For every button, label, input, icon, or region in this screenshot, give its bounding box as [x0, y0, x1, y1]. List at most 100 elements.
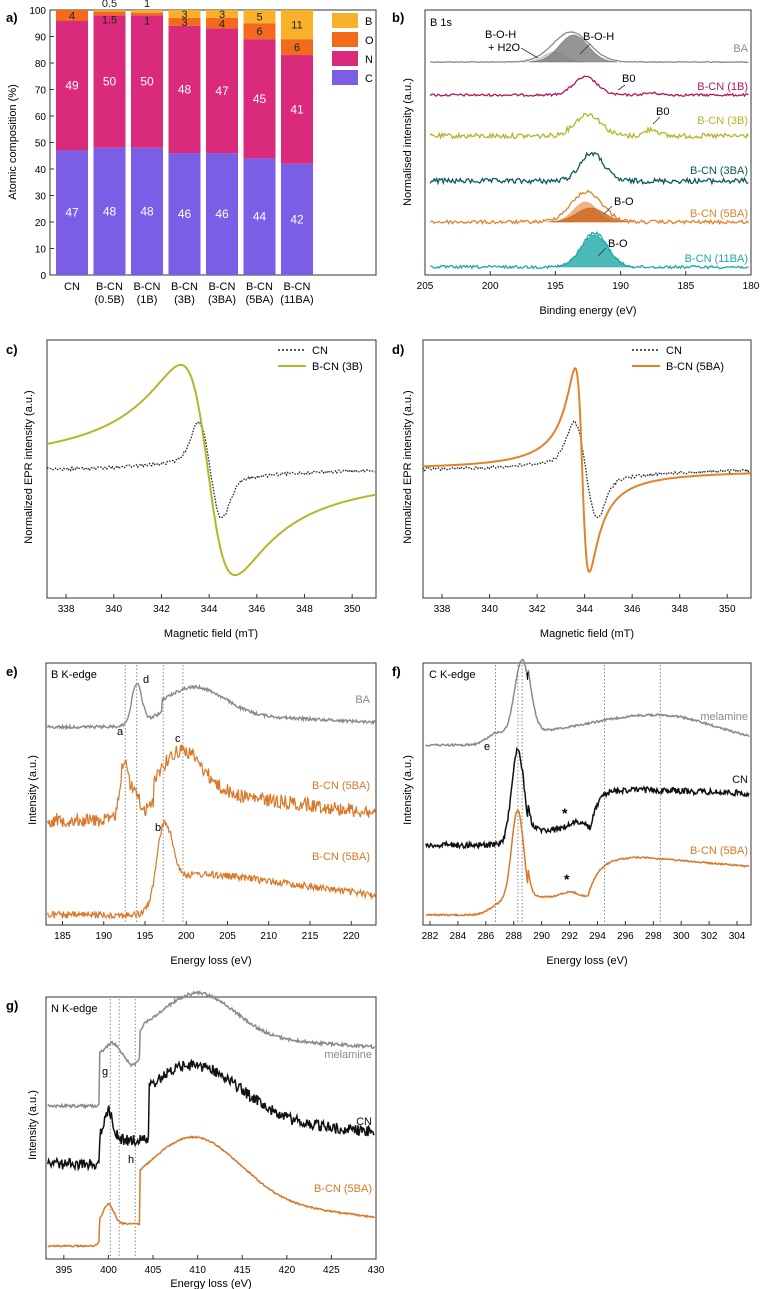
y-tick-label: 70	[35, 86, 47, 97]
x-tick-label: 294	[589, 931, 606, 942]
x-tick-label: 220	[343, 931, 360, 942]
legend-label-cn: CN	[666, 345, 682, 357]
bar-o	[281, 39, 313, 56]
value-label-c: 44	[253, 210, 267, 224]
panel-g: g) N K-edge Intensity (a.u.) 395 400 405 41…	[6, 990, 385, 1289]
peak-pointer-6	[597, 247, 607, 257]
legend-label-c: C	[365, 73, 373, 85]
panel-d-curves	[422, 367, 751, 574]
bar-c	[206, 153, 238, 275]
series-label-5ba-1: B-CN (5BA)	[312, 780, 370, 792]
asterisk-5ba: *	[564, 871, 570, 887]
panel-d: d) Normalized EPR intensity (a.u.) 338 34…	[392, 339, 752, 640]
series-line-cn	[47, 1058, 375, 1172]
value-label-b: 1	[144, 0, 150, 10]
peak-label-b0-1: B0	[622, 73, 635, 85]
panel-e-series-labels: BA B-CN (5BA) B-CN (5BA)	[312, 694, 371, 863]
bar-n	[243, 39, 276, 159]
bar-o	[168, 17, 201, 26]
peak-letter-g: g	[102, 1066, 108, 1078]
value-label-o: 1	[144, 16, 150, 28]
panel-g-title: N K-edge	[51, 1003, 97, 1015]
category-label: CN	[64, 281, 80, 293]
y-tick-label: 30	[35, 192, 47, 203]
panel-f-ylabel: Intensity (a.u.)	[402, 755, 414, 825]
y-tick-label: 40	[35, 165, 47, 176]
x-tick-label: 286	[477, 931, 494, 942]
bar-n	[168, 25, 201, 154]
bar-b	[131, 10, 163, 13]
y-tick-label: 50	[35, 139, 47, 150]
category-label: B-CN	[134, 281, 161, 293]
category-label: B-CN	[246, 281, 273, 293]
panel-c-xaxis: 338 340 342 344 346 348 350	[58, 594, 361, 615]
panel-f-xaxis: 282 284 286 288 290 292 294 296 298 300 302 304	[422, 921, 746, 942]
value-label-n: 50	[103, 75, 117, 89]
panel-f-title: C K-edge	[429, 669, 475, 681]
bar-n	[206, 28, 238, 154]
category-label: (11BA)	[280, 294, 313, 306]
panel-d-legend: CN B-CN (5BA)	[632, 345, 724, 373]
panel-d-xlabel: Magnetic field (mT)	[540, 628, 634, 640]
value-label-n: 45	[253, 92, 267, 106]
x-tick-label: 185	[677, 281, 694, 292]
peak-label-h2o: + H2O	[488, 42, 521, 54]
series-line-5ba-2	[47, 819, 376, 920]
panel-b-xaxis: 205 200 195 190 185 180	[417, 271, 760, 292]
panel-f-frame	[422, 662, 752, 926]
peak-pointer-2	[579, 43, 591, 55]
series-line	[430, 231, 749, 270]
x-tick-label: 342	[153, 604, 170, 615]
x-tick-label: 185	[54, 931, 71, 942]
series-label-ba: BA	[733, 43, 748, 55]
y-tick-label: 80	[35, 59, 47, 70]
series-label-3ba: B-CN (3BA)	[690, 165, 748, 177]
panel-g-curves	[47, 990, 376, 1257]
legend-label-n: N	[365, 54, 373, 66]
x-tick-label: 342	[529, 604, 546, 615]
x-tick-label: 304	[729, 931, 746, 942]
x-tick-label: 344	[201, 604, 218, 615]
peak-label-bo-2: B-O	[608, 238, 628, 250]
value-label-n: 49	[65, 79, 79, 93]
category-label: B-CN	[96, 281, 123, 293]
series-label-cn: CN	[356, 1116, 372, 1128]
x-tick-label: 284	[450, 931, 467, 942]
bar-b	[206, 10, 238, 18]
legend-label-3b: B-CN (3B)	[312, 361, 363, 373]
x-tick-label: 288	[505, 931, 522, 942]
y-tick-label: 60	[35, 112, 47, 123]
value-label-n: 41	[290, 102, 304, 116]
panel-b-title: B 1s	[430, 17, 453, 29]
series-line-5ba-1	[47, 744, 376, 828]
x-tick-label: 296	[617, 931, 634, 942]
panel-e-title: B K-edge	[51, 669, 97, 681]
panel-d-label: d)	[392, 342, 404, 357]
panel-b-frame	[424, 9, 752, 276]
panel-c-frame	[46, 339, 377, 599]
value-label-o: 1.5	[102, 14, 117, 26]
series-label-melamine: melamine	[700, 711, 748, 723]
peak-letter-a: a	[117, 726, 124, 738]
asterisk-cn: *	[562, 805, 568, 821]
x-tick-label: 195	[547, 281, 564, 292]
x-tick-label: 344	[576, 604, 593, 615]
panel-b-ylabel: Normalised intensity (a.u.)	[402, 78, 414, 206]
series-line-cn	[422, 420, 751, 518]
panel-f-series-labels: melamine CN B-CN (5BA)	[690, 711, 748, 857]
x-tick-label: 338	[434, 604, 451, 615]
panel-g-xaxis: 395 400 405 410 415 420 425 430	[55, 1255, 385, 1276]
x-tick-label: 410	[189, 1265, 206, 1276]
category-label: B-CN	[171, 281, 198, 293]
peak-label-b0-2: B0	[656, 106, 669, 118]
legend-swatch-o	[332, 32, 358, 47]
legend-label-b: B	[365, 16, 372, 28]
panel-a-bars: 4749448501.50.54850114648334647434445654…	[56, 0, 313, 275]
series-label-5ba: B-CN (5BA)	[314, 1183, 372, 1195]
panel-a: a) Atomic composition (%) 0 10 20 30 40 50 60 7…	[6, 0, 377, 306]
bar-b	[281, 10, 313, 40]
series-line-5ba	[425, 809, 750, 918]
peak-letter-h: h	[128, 1154, 134, 1166]
series-label-11ba: B-CN (11BA)	[685, 253, 748, 265]
bar-n	[93, 15, 126, 148]
